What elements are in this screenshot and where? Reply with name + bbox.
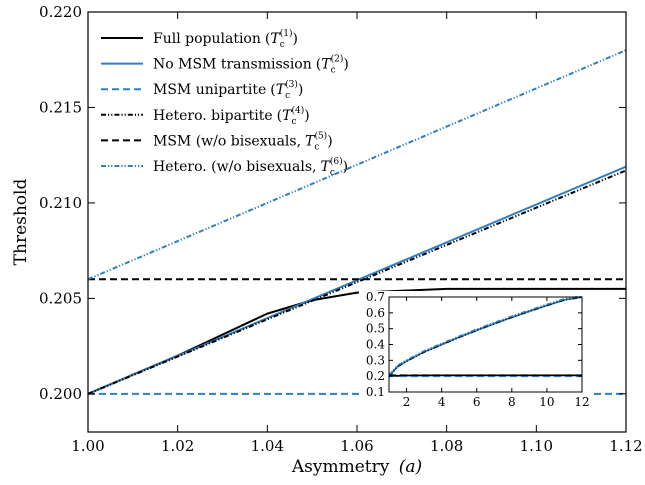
legend-symbol-2: T [276, 82, 287, 98]
legend-label-0: Full population [153, 31, 261, 47]
legend-sub-2: c [285, 91, 290, 101]
legend-entry-3: Hetero. bipartite (Tc(4)) [153, 105, 310, 127]
main-x-tick-label: 1.08 [430, 437, 463, 455]
legend-sup-5: (6) [330, 156, 343, 167]
inset-y-tick-label: 0.7 [366, 290, 385, 304]
inset-x-tick-label: 12 [574, 395, 589, 409]
legend-symbol-5: T [321, 159, 332, 175]
main-x-tick-label: 1.06 [340, 437, 373, 455]
legend-symbol-3: T [282, 108, 293, 124]
inset-y-tick-label: 0.5 [366, 322, 385, 336]
inset-y-tick-label: 0.6 [366, 306, 385, 320]
legend-entry-0: Full population (Tc(1)) [153, 28, 298, 50]
main-x-tick-label: 1.02 [161, 437, 194, 455]
x-axis-title-text: Asymmetry [291, 457, 390, 477]
inset-background [359, 291, 594, 412]
inset-x-tick-label: 6 [473, 395, 481, 409]
legend-entry-5: Hetero. (w/o bisexuals, Tc(6)) [153, 156, 348, 178]
x-axis-title: Asymmetry (a) [291, 457, 422, 477]
legend: Full population (Tc(1)) No MSM transmissio… [101, 28, 349, 178]
inset-axis-ticks: 2 4 6 8 10 12 0.1 0.2 0.30.4 0.5 0.6 0.7 [366, 290, 590, 409]
legend-entry-2: MSM unipartite (Tc(3)) [153, 79, 303, 101]
main-series-layer [88, 49, 626, 395]
main-x-tick-label: 1.12 [609, 437, 642, 455]
inset-x-tick-label: 2 [403, 395, 411, 409]
main-y-tick-label: 0.220 [39, 3, 82, 21]
inset-chart: 2 4 6 8 10 12 0.1 0.2 0.30.4 0.5 0.6 0.7 [359, 290, 594, 412]
legend-sub-5: c [330, 168, 335, 178]
legend-sub-4: c [314, 142, 319, 152]
legend-sup-3: (4) [292, 105, 305, 116]
inset-y-tick-label: 0.1 [366, 385, 385, 399]
main-y-tick-label: 0.215 [39, 98, 82, 116]
legend-label-5: Hetero. (w/o bisexuals, [153, 159, 317, 175]
legend-symbol-0: T [270, 31, 281, 47]
legend-sup-2: (3) [285, 79, 298, 90]
main-axis-ticks: 1.00 1.02 1.04 1.06 1.08 1.10 1.12 0.200 0.205 0.… [39, 3, 643, 455]
inset-series-line-2 [389, 296, 582, 376]
main-x-tick-label: 1.00 [71, 437, 104, 455]
main-y-tick-label: 0.210 [39, 194, 82, 212]
legend-sub-3: c [291, 117, 296, 127]
legend-sup-4: (5) [314, 130, 327, 141]
main-x-tick-label: 1.04 [251, 437, 284, 455]
inset-series-layer [389, 296, 582, 378]
legend-label-4: MSM (w/o bisexuals, [153, 133, 301, 149]
inset-y-tick-label: 0.4 [366, 338, 385, 352]
legend-symbol-1: T [321, 57, 332, 73]
inset-x-tick-label: 4 [438, 395, 446, 409]
main-y-tick-label: 0.205 [39, 289, 82, 307]
legend-label-2: MSM unipartite [153, 82, 266, 98]
legend-sup-0: (1) [280, 28, 293, 39]
main-y-tick-label: 0.200 [39, 385, 82, 403]
inset-y-tick-label: 0.3 [366, 353, 385, 367]
legend-label-3: Hetero. bipartite [153, 108, 273, 124]
main-x-tick-label: 1.10 [520, 437, 553, 455]
legend-symbol-4: T [305, 133, 316, 149]
legend-entry-4: MSM (w/o bisexuals, Tc(5)) [153, 130, 333, 152]
inset-x-tick-label: 10 [539, 395, 554, 409]
legend-label-1: No MSM transmission [153, 57, 312, 73]
inset-y-tick-label: 0.2 [366, 369, 385, 383]
legend-sub-0: c [280, 40, 285, 50]
legend-sup-1: (2) [331, 54, 344, 65]
main-series-line-3 [88, 169, 626, 395]
x-axis-title-var: (a) [399, 457, 422, 477]
y-axis-title: Threshold [11, 179, 31, 266]
legend-sub-1: c [331, 66, 336, 76]
main-series-line-5 [88, 49, 626, 281]
inset-x-tick-label: 8 [508, 395, 516, 409]
legend-entry-1: No MSM transmission (Tc(2)) [153, 54, 349, 76]
inset-series-line-1 [389, 296, 582, 377]
